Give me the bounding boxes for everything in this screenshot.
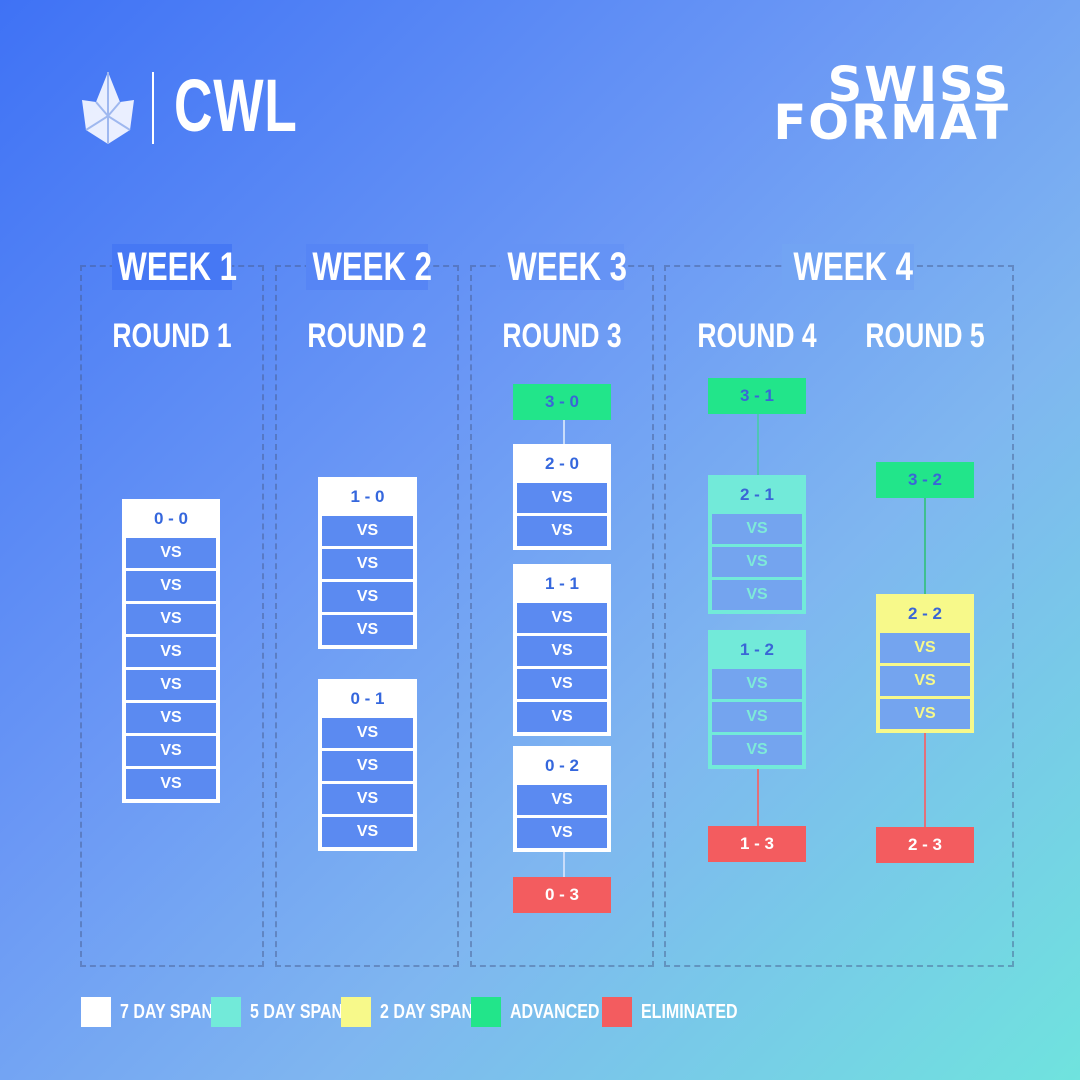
legend-label: ELIMINATED (641, 1000, 738, 1023)
matchup-row: VS (517, 818, 607, 848)
legend-swatch (602, 997, 632, 1027)
group-1-2: 1 - 2 VS VS VS (708, 630, 806, 769)
group-header: 2 - 1 (739, 485, 775, 504)
connector (563, 852, 565, 878)
matchup-row: VS (712, 514, 802, 544)
legend-label: ADVANCED (510, 1000, 600, 1023)
group-header: 0 - 0 (153, 509, 189, 528)
matchup-row: VS (126, 571, 216, 601)
group-2-1: 2 - 1 VS VS VS (708, 475, 806, 614)
matchup-row: VS (322, 817, 413, 847)
matchup-row: VS (126, 703, 216, 733)
connector (563, 420, 565, 444)
matchup-row: VS (712, 735, 802, 765)
legend-label: 2 DAY SPAN (380, 1000, 474, 1023)
eliminated-badge-0-3: 0 - 3 (513, 877, 611, 913)
round-1-label: ROUND 1 (112, 317, 232, 355)
matchup-row: VS (880, 699, 970, 729)
matchup-row: VS (517, 702, 607, 732)
group-2-2: 2 - 2 VS VS VS (876, 594, 974, 733)
legend-swatch (471, 997, 501, 1027)
group-header: 1 - 0 (350, 487, 385, 506)
matchup-row: VS (712, 669, 802, 699)
matchup-row: VS (517, 516, 607, 546)
matchup-row: VS (126, 736, 216, 766)
matchup-row: VS (322, 784, 413, 814)
crown-flame-logo-icon (82, 72, 134, 144)
matchup-row: VS (880, 633, 970, 663)
legend-swatch (341, 997, 371, 1027)
matchup-row: VS (126, 538, 216, 568)
group-header: 2 - 0 (544, 454, 580, 473)
group-2-0: 2 - 0 VS VS (513, 444, 611, 550)
brand-name: CWL (174, 64, 298, 147)
matchup-row: VS (126, 670, 216, 700)
group-header: 1 - 1 (544, 574, 580, 593)
advanced-badge-3-2: 3 - 2 (876, 462, 974, 498)
title-line-2: FORMAT (773, 95, 1010, 151)
matchup-row: VS (322, 718, 413, 748)
group-0-2: 0 - 2 VS VS (513, 746, 611, 852)
matchup-row: VS (126, 769, 216, 799)
legend-swatch (81, 997, 111, 1027)
matchup-row: VS (517, 669, 607, 699)
connector (757, 766, 759, 828)
group-0-0: 0 - 0 VS VS VS VS VS VS VS VS (122, 499, 220, 803)
legend-swatch (211, 997, 241, 1027)
matchup-row: VS (517, 483, 607, 513)
page-title: SWISS FORMAT (773, 57, 1010, 151)
advanced-badge-3-1: 3 - 1 (708, 378, 806, 414)
matchup-row: VS (322, 615, 413, 645)
connector (924, 498, 926, 594)
eliminated-badge-2-3: 2 - 3 (876, 827, 974, 863)
legend-eliminated: ELIMINATED (602, 996, 762, 1028)
legend-advanced: ADVANCED (471, 996, 622, 1028)
matchup-row: VS (322, 549, 413, 579)
matchup-row: VS (517, 785, 607, 815)
connector (924, 730, 926, 828)
logo-divider (152, 72, 154, 144)
advanced-badge-3-0: 3 - 0 (513, 384, 611, 420)
legend-2-day-span: 2 DAY SPAN (341, 996, 496, 1028)
matchup-row: VS (712, 702, 802, 732)
group-header: 0 - 1 (350, 689, 385, 708)
matchup-row: VS (126, 637, 216, 667)
group-1-1: 1 - 1 VS VS VS VS (513, 564, 611, 736)
matchup-row: VS (322, 516, 413, 546)
title-line-1: SWISS (827, 57, 1010, 113)
matchup-row: VS (322, 582, 413, 612)
group-header: 1 - 2 (739, 640, 775, 659)
week-3-label: WEEK 3 (507, 245, 628, 289)
week-4-label: WEEK 4 (793, 245, 914, 289)
group-0-1: 0 - 1 VS VS VS VS (318, 679, 417, 851)
cwl-logo: CWL (80, 66, 297, 150)
round-2-label: ROUND 2 (307, 317, 427, 355)
matchup-row: VS (712, 547, 802, 577)
matchup-row: VS (322, 751, 413, 781)
matchup-row: VS (517, 603, 607, 633)
matchup-row: VS (126, 604, 216, 634)
matchup-row: VS (880, 666, 970, 696)
group-1-0: 1 - 0 VS VS VS VS (318, 477, 417, 649)
legend-label: 5 DAY SPAN (250, 1000, 344, 1023)
round-5-label: ROUND 5 (865, 317, 985, 355)
group-header: 0 - 2 (544, 756, 580, 775)
eliminated-badge-1-3: 1 - 3 (708, 826, 806, 862)
matchup-row: VS (517, 636, 607, 666)
connector (757, 414, 759, 476)
legend-label: 7 DAY SPAN (120, 1000, 214, 1023)
legend-7-day-span: 7 DAY SPAN (81, 996, 236, 1028)
week-2-label: WEEK 2 (312, 245, 433, 289)
week-1-label: WEEK 1 (117, 245, 238, 289)
round-3-label: ROUND 3 (502, 317, 622, 355)
group-header: 2 - 2 (907, 604, 943, 623)
round-4-label: ROUND 4 (697, 317, 817, 355)
legend-5-day-span: 5 DAY SPAN (211, 996, 366, 1028)
matchup-row: VS (712, 580, 802, 610)
